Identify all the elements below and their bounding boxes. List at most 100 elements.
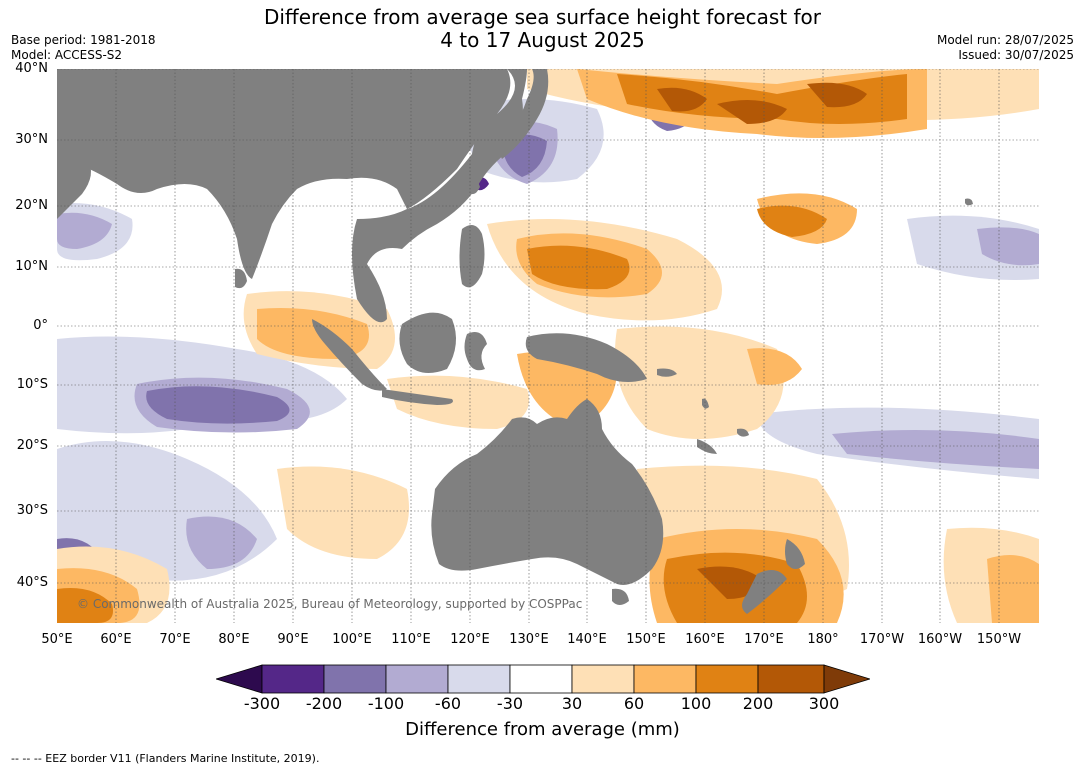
lat-label-40n: 40°N <box>15 61 48 76</box>
colorbar-bin-3 <box>385 664 449 694</box>
colorbar-tick-label: 30 <box>561 694 583 713</box>
land-sri-lanka <box>235 268 247 289</box>
colorbar-tick-label: 300 <box>808 694 840 713</box>
lon-label-160e: 160°E <box>685 632 725 647</box>
graticule <box>57 69 1039 623</box>
lon-label-140e: 140°E <box>567 632 607 647</box>
lon-label-180: 180° <box>807 632 839 647</box>
lon-label-150e: 150°E <box>626 632 666 647</box>
lon-label-100e: 100°E <box>332 632 372 647</box>
lon-label-170w: 170°W <box>859 632 905 647</box>
colorbar-bin-9 <box>757 664 825 694</box>
colorbar-tick-label: -200 <box>305 694 343 713</box>
colorbar-bin-4 <box>447 664 511 694</box>
colorbar-title: Difference from average (mm) <box>405 719 680 740</box>
issued-text: Issued: 30/07/2025 <box>958 48 1074 62</box>
colorbar-tick-label: -100 <box>367 694 405 713</box>
lon-label-110e: 110°E <box>391 632 431 647</box>
anomaly-region <box>832 430 1039 469</box>
colorbar-bin-1 <box>261 664 325 694</box>
map-canvas <box>57 69 1039 623</box>
lat-label-20n: 20°N <box>15 198 48 213</box>
map-title-line1: Difference from average sea surface heig… <box>263 5 822 29</box>
lon-label-120e: 120°E <box>450 632 490 647</box>
anomaly-region <box>527 245 630 290</box>
model-text: Model: ACCESS-S2 <box>11 48 123 62</box>
lon-label-160w: 160°W <box>917 632 963 647</box>
land-asia <box>57 69 527 323</box>
lon-label-90e: 90°E <box>277 632 309 647</box>
anomaly-region <box>615 326 784 439</box>
anomaly-region <box>186 516 257 569</box>
land-new-zealand-south <box>742 570 787 614</box>
copyright-text: © Commonwealth of Australia 2025, Bureau… <box>77 597 583 611</box>
land-vanuatu <box>702 398 709 409</box>
anomaly-region <box>57 212 112 249</box>
land-australia <box>431 399 664 585</box>
anomaly-region <box>757 205 827 237</box>
lon-label-170e: 170°E <box>744 632 784 647</box>
colorbar-tick-label: -30 <box>496 694 524 713</box>
lon-label-70e: 70°E <box>159 632 191 647</box>
anomaly-region <box>987 555 1039 623</box>
colorbar-tick-label: -300 <box>243 694 281 713</box>
sea-surface-height-map <box>57 69 1039 623</box>
land-solomon-islands <box>657 368 677 377</box>
model-run-text: Model run: 28/07/2025 <box>936 33 1074 47</box>
anomaly-region <box>807 82 867 108</box>
lat-label-30s: 30°S <box>16 503 48 518</box>
anomaly-region <box>717 100 787 124</box>
colorbar-under-arrow <box>216 664 263 694</box>
anomaly-region <box>657 87 707 112</box>
eez-footnote: -- -- -- EEZ border V11 (Flanders Marine… <box>11 752 320 765</box>
land-arabia <box>57 139 91 219</box>
anomaly-region <box>277 466 409 559</box>
land-taiwan <box>470 179 480 195</box>
anomaly-region <box>977 227 1039 266</box>
colorbar-tick-label: 60 <box>623 694 645 713</box>
lat-label-30n: 30°N <box>15 132 48 147</box>
lon-label-130e: 130°E <box>509 632 549 647</box>
land-java <box>382 389 453 405</box>
lon-label-150w: 150°W <box>976 632 1022 647</box>
land-new-caledonia <box>697 439 717 454</box>
colorbar-bin-7 <box>633 664 697 694</box>
lat-label-0: 0° <box>33 318 48 333</box>
colorbar-tick-label: -60 <box>434 694 462 713</box>
land-borneo <box>399 312 456 373</box>
colorbar-bin-2 <box>323 664 387 694</box>
colorbar-bin-5 <box>509 664 573 694</box>
land-new-guinea <box>525 333 647 383</box>
lat-label-20s: 20°S <box>16 438 48 453</box>
land-fiji <box>737 428 749 437</box>
land-masses <box>57 69 973 614</box>
land-tasmania <box>612 588 629 605</box>
lon-label-80e: 80°E <box>218 632 250 647</box>
land-new-zealand-north <box>785 539 805 569</box>
anomaly-region <box>747 348 802 385</box>
colorbar-tick-label: 100 <box>680 694 712 713</box>
colorbar-over-arrow <box>823 664 870 694</box>
map-title: Difference from average sea surface heig… <box>0 6 1085 52</box>
lon-label-60e: 60°E <box>100 632 132 647</box>
anomaly-region <box>57 588 113 623</box>
anomaly-region <box>387 375 529 429</box>
land-hawaii <box>965 198 973 206</box>
colorbar <box>216 664 870 694</box>
lat-label-10s: 10°S <box>16 377 48 392</box>
meta-left: Base period: 1981-2018 Model: ACCESS-S2 <box>11 33 156 63</box>
land-sulawesi <box>464 331 487 371</box>
lat-label-40s: 40°S <box>16 575 48 590</box>
lon-label-50e: 50°E <box>41 632 73 647</box>
colorbar-bin-6 <box>571 664 635 694</box>
land-sumatra <box>312 319 387 391</box>
anomaly-region <box>146 386 290 424</box>
meta-right: Model run: 28/07/2025 Issued: 30/07/2025 <box>937 33 1074 63</box>
land-philippines <box>459 225 485 288</box>
colorbar-bin-8 <box>695 664 759 694</box>
land-japan <box>497 69 549 159</box>
lat-label-10n: 10°N <box>15 259 48 274</box>
map-title-line2: 4 to 17 August 2025 <box>440 28 645 52</box>
colorbar-tick-label: 200 <box>742 694 774 713</box>
base-period-text: Base period: 1981-2018 <box>11 33 156 47</box>
